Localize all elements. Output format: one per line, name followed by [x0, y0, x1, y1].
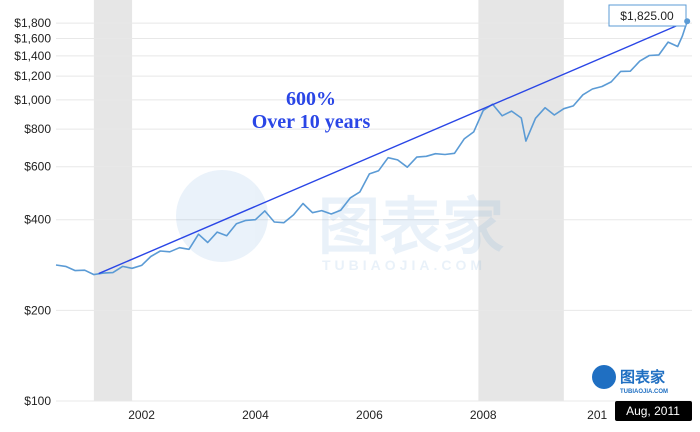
series-line: [55, 21, 688, 276]
brand-logo: 图表家 TUBIAOJIA.COM: [592, 365, 668, 395]
watermark-en: TUBIAOJIA.COM: [322, 257, 486, 273]
y-tick-label: $1,800: [14, 16, 51, 30]
watermark-cn: 图表家: [318, 193, 504, 262]
annotation-period: Over 10 years: [252, 111, 371, 133]
watermark-logo-icon: [176, 170, 268, 262]
y-tick-label: $1,400: [14, 49, 51, 63]
price-series: [55, 21, 688, 276]
x-tick-label: 2008: [470, 408, 497, 422]
grid-lines: [56, 22, 692, 402]
y-axis-ticks: $100 $200 $400 $600 $800 $1,000 $1,200 $1,400 $1…: [14, 16, 51, 408]
tooltip-box: [615, 401, 692, 421]
recession-band: [93, 0, 133, 401]
x-tick-label: 2002: [128, 408, 155, 422]
x-tick-label: 2004: [242, 408, 269, 422]
last-value-text: $1,825.00: [620, 9, 674, 23]
last-point-marker: [684, 18, 691, 25]
x-axis-ticks: 2002 2004 2006 2008 201: [128, 408, 607, 422]
recession-bands: [93, 0, 564, 401]
tooltip: Aug, 2011: [615, 401, 692, 421]
x-tick-label: 201: [587, 408, 607, 422]
last-value-label: $1,825.00: [608, 4, 687, 27]
tooltip-text: Aug, 2011: [626, 404, 680, 418]
brand-logo-icon: [592, 365, 616, 389]
last-value-box: [608, 4, 687, 27]
y-tick-label: $200: [24, 303, 51, 317]
watermark: 图表家 TUBIAOJIA.COM: [176, 170, 504, 273]
annotation: 600% Over 10 years: [252, 88, 371, 133]
y-tick-label: $1,200: [14, 69, 51, 83]
brand-logo-cn: 图表家: [620, 368, 665, 386]
y-tick-label: $800: [24, 122, 51, 136]
brand-logo-en: TUBIAOJIA.COM: [620, 389, 668, 395]
y-tick-label: $1,000: [14, 93, 51, 107]
x-tick-label: 2006: [356, 408, 383, 422]
y-tick-label: $400: [24, 213, 51, 227]
trend-line: [98, 20, 688, 275]
y-tick-label: $600: [24, 160, 51, 174]
annotation-percent: 600%: [286, 88, 336, 110]
recession-band: [478, 0, 564, 401]
y-tick-label: $100: [24, 394, 51, 408]
y-tick-label: $1,600: [14, 31, 51, 45]
